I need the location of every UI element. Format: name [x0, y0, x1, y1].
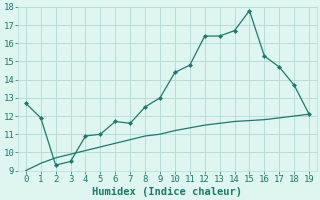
X-axis label: Humidex (Indice chaleur): Humidex (Indice chaleur)	[92, 186, 243, 197]
